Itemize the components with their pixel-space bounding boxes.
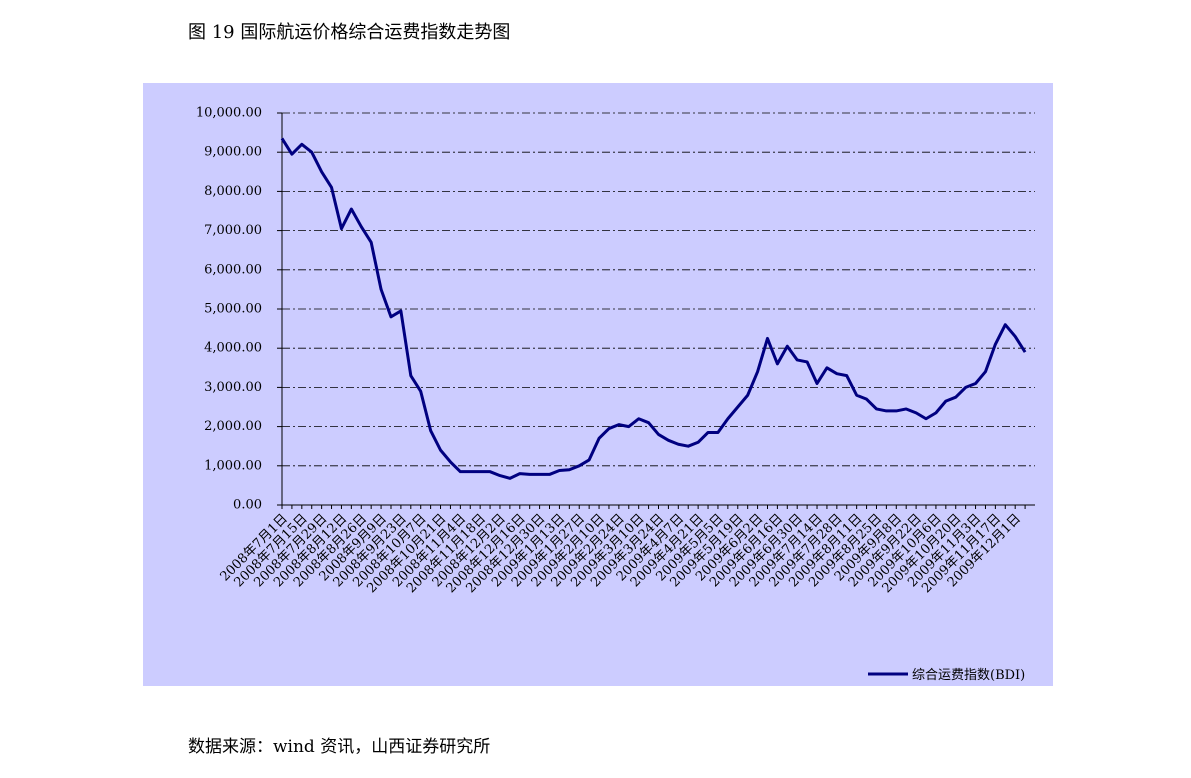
y-tick-label: 10,000.00	[196, 106, 262, 121]
chart-title: 图 19 国际航运价格综合运费指数走势图	[188, 22, 510, 43]
y-tick-label: 3,000.00	[204, 380, 262, 395]
y-tick-label: 5,000.00	[204, 302, 262, 317]
plot-background	[143, 83, 1053, 686]
y-tick-label: 8,000.00	[204, 184, 262, 199]
y-tick-label: 9,000.00	[204, 145, 262, 160]
source-note: 数据来源：wind 资讯，山西证券研究所	[188, 737, 490, 757]
legend-label: 综合运费指数(BDI)	[912, 668, 1025, 683]
y-tick-label: 4,000.00	[204, 341, 262, 356]
y-tick-label: 2,000.00	[204, 419, 262, 434]
y-tick-label: 6,000.00	[204, 262, 262, 277]
y-tick-label: 0.00	[233, 498, 262, 513]
data-line	[280, 137, 1027, 480]
y-tick-label: 7,000.00	[204, 223, 262, 238]
y-tick-label: 1,000.00	[204, 458, 262, 473]
